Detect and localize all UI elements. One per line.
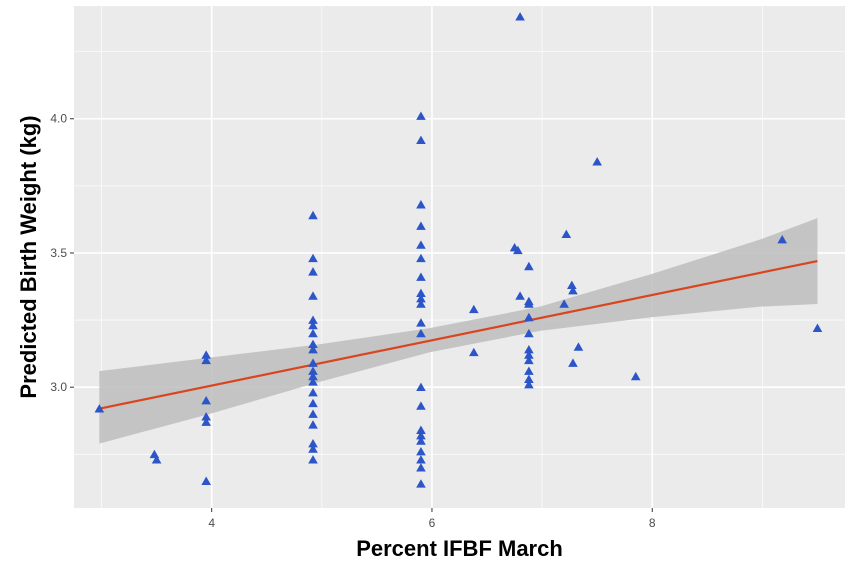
data-point [630, 371, 641, 381]
data-point [416, 299, 426, 308]
data-point [568, 285, 578, 295]
data-point [201, 412, 211, 421]
data-point [201, 355, 211, 365]
data-point [524, 345, 534, 354]
data-point [151, 455, 162, 464]
data-point [416, 447, 426, 456]
data-point [559, 299, 569, 308]
data-point [308, 409, 318, 418]
data-point [524, 328, 534, 338]
data-point [416, 401, 426, 410]
data-point [308, 366, 318, 375]
data-point [416, 200, 426, 209]
y-tick-label: 3.5 [50, 246, 67, 260]
data-points [94, 12, 823, 488]
data-point [308, 455, 318, 464]
data-point [416, 328, 426, 338]
y-tick-label: 4.0 [50, 112, 67, 126]
data-point [416, 463, 426, 472]
data-point [416, 436, 426, 445]
data-point [201, 350, 211, 359]
data-point [416, 240, 426, 249]
data-point [308, 345, 318, 354]
data-point [308, 315, 318, 324]
data-point [308, 267, 318, 276]
data-point [515, 12, 525, 21]
data-point [201, 417, 211, 426]
data-point [201, 476, 211, 485]
data-point [416, 253, 426, 263]
data-point [416, 382, 426, 391]
data-point [308, 253, 318, 263]
data-point [515, 291, 525, 300]
y-axis-ticks: 3.0 3.5 4.0 [50, 112, 74, 394]
x-tick-label: 4 [208, 516, 215, 530]
x-axis-title: Percent IFBF March [356, 536, 563, 561]
data-point [416, 455, 426, 464]
data-point [524, 374, 534, 383]
data-point [777, 234, 788, 244]
data-point [416, 221, 426, 230]
data-point [416, 111, 426, 120]
x-tick-label: 6 [429, 516, 436, 530]
minor-gridlines [74, 6, 845, 508]
data-point [416, 430, 426, 440]
data-point [201, 396, 211, 405]
data-point [308, 377, 318, 386]
data-point [308, 387, 318, 397]
data-point [592, 157, 602, 166]
data-point [308, 210, 318, 220]
data-point [416, 479, 426, 488]
data-point [469, 347, 479, 357]
data-point [308, 444, 318, 453]
data-point [524, 379, 534, 389]
data-point [561, 229, 572, 238]
data-point [524, 312, 534, 322]
data-point [416, 288, 426, 298]
data-point [416, 318, 426, 327]
data-point [308, 320, 318, 330]
data-point [416, 425, 426, 434]
data-point [568, 358, 578, 367]
data-point [308, 291, 318, 300]
data-point [513, 245, 523, 255]
confidence-band [99, 218, 818, 444]
data-point [524, 261, 534, 271]
major-gridlines [74, 6, 845, 508]
data-point [308, 358, 318, 367]
x-tick-label: 8 [649, 516, 656, 530]
data-point [567, 280, 577, 289]
data-point [573, 342, 584, 351]
data-point [308, 438, 318, 448]
data-point [308, 339, 318, 349]
data-point [308, 420, 318, 429]
x-axis-ticks: 4 6 8 [208, 508, 656, 530]
data-point [524, 366, 534, 375]
data-point [416, 272, 426, 281]
data-point [308, 371, 318, 381]
data-point [469, 304, 479, 314]
data-point [94, 404, 105, 413]
data-point [416, 294, 426, 303]
data-point [524, 299, 534, 308]
data-point [308, 398, 318, 408]
y-axis-title: Predicted Birth Weight (kg) [16, 115, 41, 398]
data-point [524, 355, 534, 365]
data-point [812, 323, 823, 332]
y-tick-label: 3.0 [50, 380, 67, 394]
data-point [416, 135, 426, 145]
data-point [308, 328, 318, 338]
trend-line [99, 259, 818, 410]
data-point [524, 350, 534, 359]
